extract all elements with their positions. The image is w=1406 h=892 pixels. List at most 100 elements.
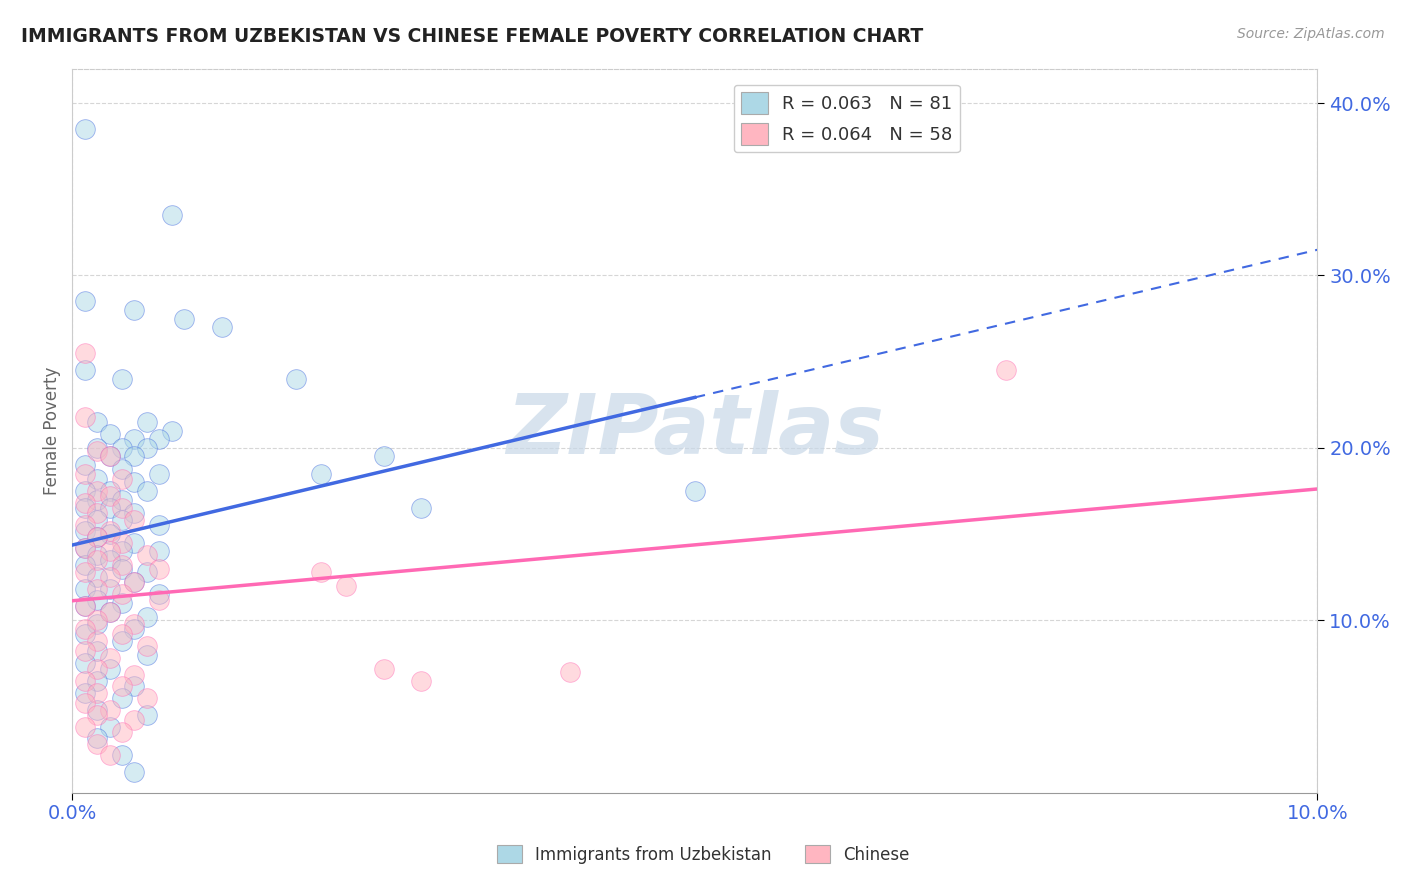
Point <box>124 616 146 631</box>
Point <box>73 458 96 472</box>
Point <box>73 558 96 573</box>
Point <box>111 513 134 527</box>
Point <box>124 622 146 636</box>
Point <box>98 501 121 516</box>
Point <box>98 570 121 584</box>
Point <box>111 461 134 475</box>
Point <box>73 541 96 555</box>
Point <box>73 657 96 671</box>
Point <box>111 679 134 693</box>
Point <box>98 553 121 567</box>
Point <box>124 713 146 727</box>
Point <box>98 661 121 675</box>
Point <box>73 599 96 614</box>
Point <box>73 565 96 579</box>
Point <box>73 294 96 309</box>
Point <box>124 507 146 521</box>
Point <box>111 501 134 516</box>
Point <box>98 605 121 619</box>
Point <box>98 605 121 619</box>
Point <box>136 708 159 723</box>
Point <box>111 544 134 558</box>
Point <box>111 372 134 386</box>
Legend: Immigrants from Uzbekistan, Chinese: Immigrants from Uzbekistan, Chinese <box>489 838 917 871</box>
Point <box>335 579 357 593</box>
Point <box>148 561 170 575</box>
Point <box>86 613 108 627</box>
Point <box>98 524 121 538</box>
Point <box>86 531 108 545</box>
Point <box>111 747 134 762</box>
Point <box>86 738 108 752</box>
Point <box>124 450 146 464</box>
Point <box>73 696 96 710</box>
Point <box>124 475 146 490</box>
Point <box>86 570 108 584</box>
Point <box>136 441 159 455</box>
Point <box>98 527 121 541</box>
Point <box>124 432 146 446</box>
Point <box>86 531 108 545</box>
Point <box>73 409 96 424</box>
Point <box>86 483 108 498</box>
Point <box>124 513 146 527</box>
Point <box>86 634 108 648</box>
Point <box>86 415 108 429</box>
Point <box>98 427 121 442</box>
Text: ZIPatlas: ZIPatlas <box>506 390 884 471</box>
Point <box>98 450 121 464</box>
Point <box>111 627 134 641</box>
Point <box>373 450 395 464</box>
Point <box>73 686 96 700</box>
Point <box>73 518 96 533</box>
Point <box>285 372 308 386</box>
Point <box>73 622 96 636</box>
Point <box>111 596 134 610</box>
Point <box>73 524 96 538</box>
Point <box>73 483 96 498</box>
Point <box>111 472 134 486</box>
Point <box>136 565 159 579</box>
Point <box>73 363 96 377</box>
Point <box>111 587 134 601</box>
Point <box>73 121 96 136</box>
Point <box>98 450 121 464</box>
Point <box>124 764 146 779</box>
Y-axis label: Female Poverty: Female Poverty <box>44 367 60 495</box>
Point <box>136 609 159 624</box>
Point <box>136 639 159 653</box>
Point <box>311 467 333 481</box>
Point <box>73 720 96 734</box>
Point <box>86 592 108 607</box>
Point <box>148 432 170 446</box>
Point <box>73 467 96 481</box>
Point <box>86 616 108 631</box>
Point <box>124 668 146 682</box>
Point <box>124 575 146 590</box>
Point <box>86 686 108 700</box>
Point <box>111 634 134 648</box>
Point <box>124 575 146 590</box>
Point <box>111 558 134 573</box>
Point <box>73 496 96 510</box>
Point <box>73 627 96 641</box>
Text: IMMIGRANTS FROM UZBEKISTAN VS CHINESE FEMALE POVERTY CORRELATION CHART: IMMIGRANTS FROM UZBEKISTAN VS CHINESE FE… <box>21 27 924 45</box>
Point <box>136 690 159 705</box>
Point <box>111 535 134 549</box>
Point <box>111 725 134 739</box>
Point <box>136 648 159 662</box>
Point <box>86 703 108 717</box>
Point <box>73 644 96 658</box>
Point <box>73 599 96 614</box>
Point <box>73 582 96 597</box>
Point <box>86 492 108 507</box>
Point <box>86 644 108 658</box>
Point <box>111 441 134 455</box>
Point <box>98 582 121 597</box>
Point <box>173 311 195 326</box>
Point <box>148 587 170 601</box>
Point <box>73 346 96 360</box>
Point <box>136 548 159 562</box>
Point <box>136 483 159 498</box>
Point <box>73 501 96 516</box>
